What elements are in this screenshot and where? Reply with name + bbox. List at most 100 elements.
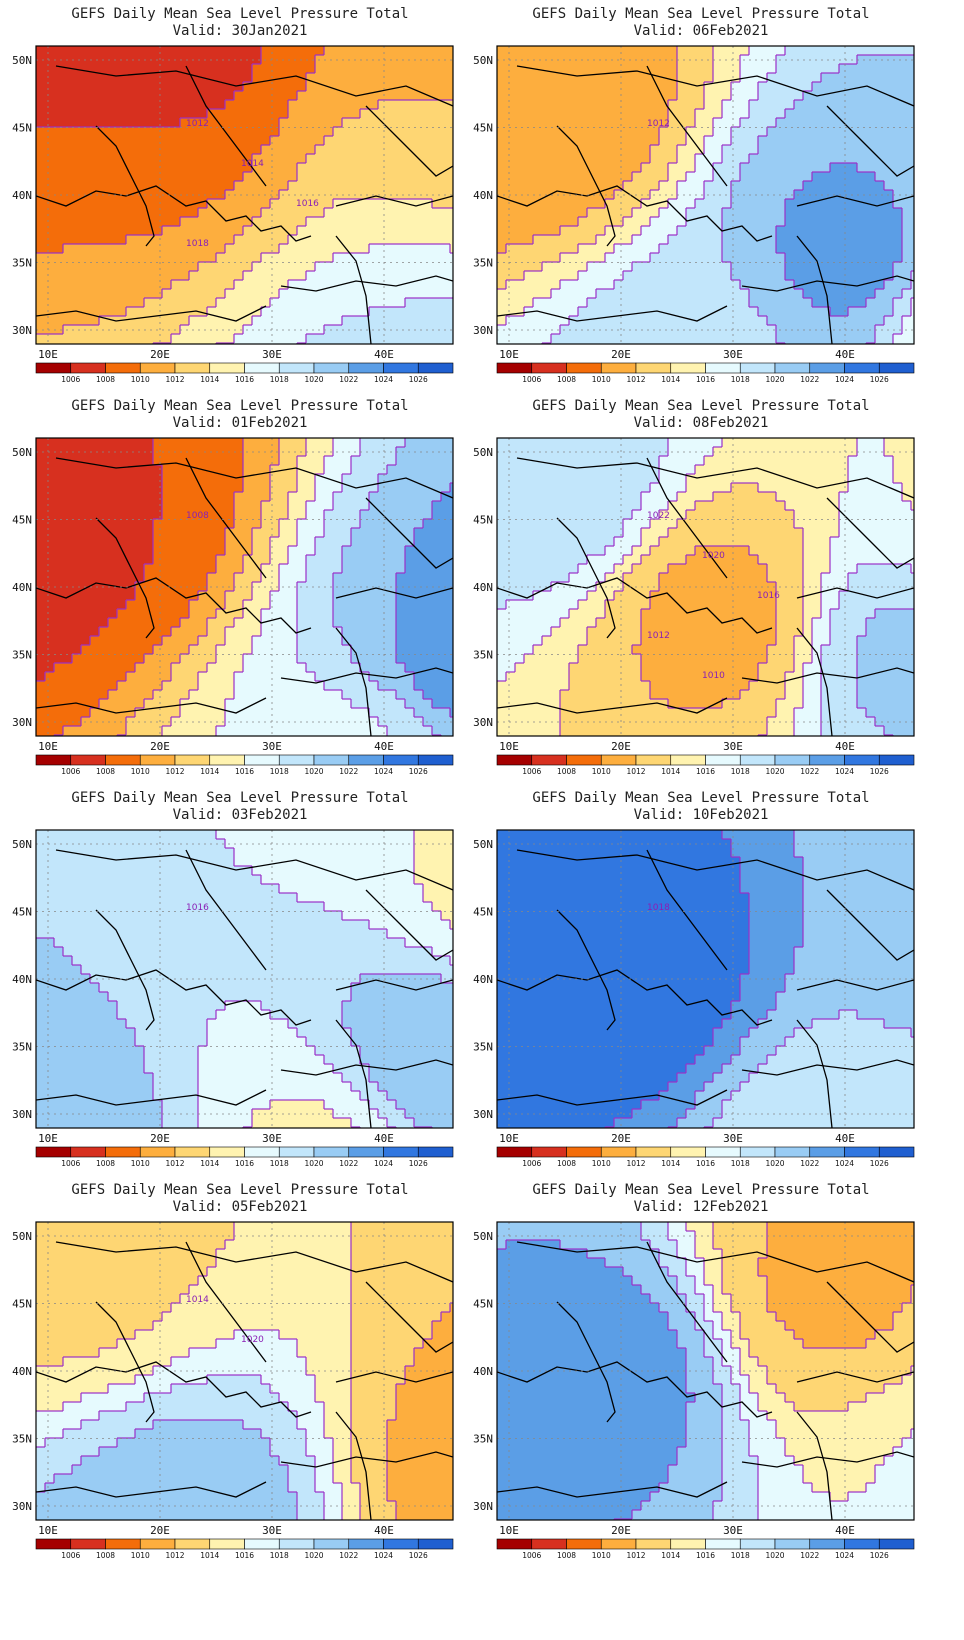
pressure-cell: [423, 127, 433, 137]
pressure-cell: [812, 136, 822, 146]
pressure-cell: [117, 208, 127, 218]
pressure-cell: [126, 528, 136, 538]
pressure-cell: [117, 501, 127, 511]
pressure-cell: [396, 190, 406, 200]
pressure-cell: [596, 298, 606, 308]
pressure-cell: [252, 127, 262, 137]
pressure-cell: [713, 127, 723, 137]
pressure-cell: [405, 163, 415, 173]
pressure-cell: [569, 208, 579, 218]
pressure-cell: [144, 136, 154, 146]
pressure-cell: [569, 226, 579, 236]
pressure-cell: [234, 127, 244, 137]
pressure-cell: [252, 208, 262, 218]
pressure-cell: [659, 118, 669, 128]
pressure-cell: [315, 483, 325, 493]
pressure-cell: [677, 100, 687, 110]
pressure-cell: [72, 510, 82, 520]
pressure-cell: [162, 546, 172, 556]
pressure-cell: [198, 118, 208, 128]
pressure-cell: [686, 100, 696, 110]
pressure-cell: [171, 289, 181, 299]
pressure-cell: [333, 271, 343, 281]
pressure-cell: [324, 64, 334, 74]
pressure-cell: [902, 199, 912, 209]
pressure-cell: [731, 73, 741, 83]
pressure-cell: [252, 199, 262, 209]
pressure-cell: [875, 190, 885, 200]
pressure-cell: [632, 154, 642, 164]
pressure-cell: [551, 280, 561, 290]
pressure-cell: [875, 136, 885, 146]
pressure-cell: [396, 609, 406, 619]
pressure-cell: [722, 46, 732, 56]
pressure-cell: [785, 271, 795, 281]
pressure-cell: [333, 109, 343, 119]
pressure-cell: [198, 528, 208, 538]
pressure-cell: [560, 46, 570, 56]
pressure-cell: [713, 217, 723, 227]
pressure-cell: [279, 600, 289, 610]
pressure-cell: [288, 226, 298, 236]
pressure-cell: [587, 226, 597, 236]
pressure-cell: [533, 46, 543, 56]
pressure-cell: [441, 289, 451, 299]
pressure-cell: [225, 501, 235, 511]
pressure-cell: [902, 109, 912, 119]
pressure-cell: [126, 163, 136, 173]
pressure-cell: [36, 145, 46, 155]
pressure-cell: [108, 100, 118, 110]
pressure-cell: [153, 271, 163, 281]
pressure-cell: [857, 109, 867, 119]
pressure-cell: [423, 600, 433, 610]
map-frame: [35, 45, 454, 345]
lat-tick-label: 50N: [473, 54, 493, 67]
pressure-cell: [117, 510, 127, 520]
pressure-cell: [288, 172, 298, 182]
pressure-cell: [207, 289, 217, 299]
pressure-cell: [677, 316, 687, 326]
pressure-cell: [432, 316, 442, 326]
pressure-cell: [378, 289, 388, 299]
pressure-cell: [866, 127, 876, 137]
pressure-cell: [90, 591, 100, 601]
pressure-cell: [162, 289, 172, 299]
pressure-cell: [225, 316, 235, 326]
pressure-cell: [207, 555, 217, 565]
pressure-cell: [162, 181, 172, 191]
pressure-cell: [144, 109, 154, 119]
pressure-cell: [243, 136, 253, 146]
pressure-cell: [515, 280, 525, 290]
pressure-cell: [749, 244, 759, 254]
pressure-cell: [650, 226, 660, 236]
pressure-cell: [216, 492, 226, 502]
pressure-cell: [63, 465, 73, 475]
pressure-cell: [108, 447, 118, 457]
pressure-cell: [405, 118, 415, 128]
pressure-cell: [63, 510, 73, 520]
pressure-cell: [252, 271, 262, 281]
pressure-cell: [785, 253, 795, 263]
pressure-cell: [830, 199, 840, 209]
pressure-cell: [45, 316, 55, 326]
pressure-cell: [63, 609, 73, 619]
pressure-cell: [288, 456, 298, 466]
lon-tick-label: 10E: [499, 348, 519, 361]
pressure-cell: [569, 55, 579, 65]
pressure-cell: [99, 501, 109, 511]
pressure-cell: [749, 316, 759, 326]
pressure-cell: [54, 190, 64, 200]
pressure-cell: [162, 235, 172, 245]
pressure-cell: [342, 519, 352, 529]
pressure-cell: [605, 136, 615, 146]
pressure-cell: [497, 154, 507, 164]
lon-tick-label: 30E: [262, 348, 282, 361]
pressure-cell: [90, 582, 100, 592]
pressure-cell: [749, 55, 759, 65]
pressure-cell: [812, 154, 822, 164]
pressure-cell: [288, 307, 298, 317]
pressure-cell: [261, 510, 271, 520]
pressure-cell: [767, 163, 777, 173]
pressure-cell: [911, 82, 914, 92]
pressure-cell: [450, 316, 453, 326]
